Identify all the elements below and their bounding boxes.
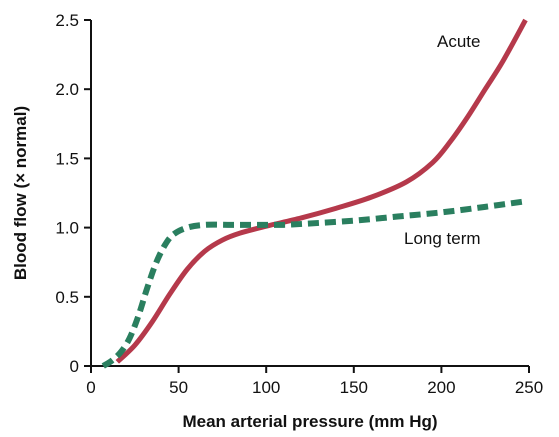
ticks: 0 50 100 150 200 250 0 0.5 1.0 1.5 2.0 2.5 <box>55 11 543 397</box>
y-axis-title: Blood flow (× normal) <box>11 106 30 280</box>
y-tick-label: 0 <box>70 357 79 376</box>
series-line-long-term <box>101 198 526 369</box>
y-tick-label: 1.5 <box>55 149 79 168</box>
x-tick-label: 200 <box>427 378 455 397</box>
y-tick-label: 0.5 <box>55 288 79 307</box>
x-tick-label: 0 <box>86 378 95 397</box>
x-axis-title: Mean arterial pressure (mm Hg) <box>182 412 437 431</box>
x-tick-label: 100 <box>252 378 280 397</box>
series-label-long-term: Long term <box>404 229 481 248</box>
series-layer <box>101 18 528 369</box>
series-label-acute: Acute <box>437 32 480 51</box>
y-tick-label: 1.0 <box>55 219 79 238</box>
axes <box>90 20 529 367</box>
y-tick-label: 2.5 <box>55 11 79 30</box>
x-tick-label: 50 <box>169 378 188 397</box>
y-tick-label: 2.0 <box>55 80 79 99</box>
x-tick-label: 150 <box>340 378 368 397</box>
x-tick-label: 250 <box>515 378 543 397</box>
series-line-acute <box>115 18 528 364</box>
